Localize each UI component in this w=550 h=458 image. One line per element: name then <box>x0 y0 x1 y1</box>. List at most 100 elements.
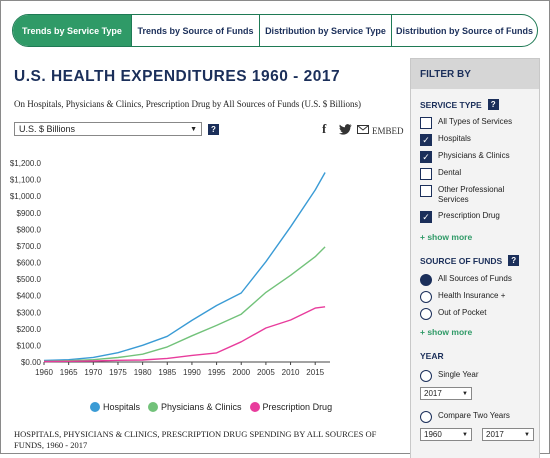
page-subtitle: On Hospitals, Physicians & Clinics, Pres… <box>14 99 362 109</box>
series-line-physicians <box>43 246 326 362</box>
legend-label: Hospitals <box>103 402 141 412</box>
show-more-service-link[interactable]: + show more <box>420 232 473 242</box>
option-health-insurance[interactable]: Health Insurance + <box>420 291 505 303</box>
year-heading: YEAR <box>420 351 444 361</box>
single-year-select[interactable]: 2017 ▼ <box>420 387 472 400</box>
chevron-down-icon: ▼ <box>524 431 530 438</box>
unit-select[interactable]: U.S. $ Billions ▼ <box>14 122 202 136</box>
option-all-sources[interactable]: All Sources of Funds <box>420 274 512 286</box>
y-tick-label: $100.0 <box>17 341 42 350</box>
checkbox-checked[interactable]: ✓ <box>420 134 432 146</box>
x-tick-label: 2015 <box>306 368 324 377</box>
x-tick-label: 1985 <box>158 368 176 377</box>
compare-from-value: 1960 <box>424 430 442 439</box>
view-tabs: Trends by Service Type Trends by Source … <box>12 14 538 47</box>
option-other-professional[interactable]: Other Professional Services <box>420 185 535 205</box>
tab-trends-by-source-of-funds[interactable]: Trends by Source of Funds <box>131 15 259 46</box>
option-label: Hospitals <box>438 134 471 143</box>
option-label: Other Professional Services <box>438 185 505 204</box>
y-tick-label: $1,100.0 <box>10 176 42 185</box>
compare-to-select[interactable]: 2017 ▼ <box>482 428 534 441</box>
option-label: Out of Pocket <box>438 308 487 317</box>
radio[interactable] <box>420 370 432 382</box>
x-tick-label: 1990 <box>183 368 201 377</box>
option-label: All Types of Services <box>438 117 513 126</box>
option-dental[interactable]: Dental <box>420 168 461 180</box>
filter-panel: FILTER BY SERVICE TYPE? All Types of Ser… <box>410 58 540 458</box>
option-label: All Sources of Funds <box>438 274 512 283</box>
y-tick-label: $800.0 <box>17 225 42 234</box>
series-line-drug <box>43 306 326 363</box>
checkbox[interactable] <box>420 117 432 129</box>
option-label: Single Year <box>438 370 479 379</box>
filter-header: FILTER BY <box>411 59 539 89</box>
compare-from-select[interactable]: 1960 ▼ <box>420 428 472 441</box>
option-label: Dental <box>438 168 462 177</box>
chevron-down-icon: ▼ <box>462 431 468 438</box>
y-tick-label: $1,000.0 <box>10 192 42 201</box>
embed-button[interactable]: EMBED <box>372 126 404 136</box>
help-icon[interactable]: ? <box>487 99 499 110</box>
option-label: Health Insurance + <box>438 291 506 300</box>
y-tick-label: $200.0 <box>17 325 42 334</box>
x-tick-label: 1965 <box>60 368 78 377</box>
checkbox-checked[interactable]: ✓ <box>420 211 432 223</box>
service-type-heading: SERVICE TYPE? <box>420 99 499 110</box>
option-all-types[interactable]: All Types of Services <box>420 117 512 129</box>
radio[interactable] <box>420 411 432 423</box>
x-tick-label: 1980 <box>134 368 152 377</box>
y-tick-label: $300.0 <box>17 308 42 317</box>
tab-distribution-by-service-type[interactable]: Distribution by Service Type <box>259 15 391 46</box>
chart-caption: HOSPITALS, PHYSICIANS & CLINICS, PRESCRI… <box>14 429 377 450</box>
help-icon[interactable]: ? <box>208 124 219 135</box>
radio[interactable] <box>420 308 432 320</box>
facebook-icon[interactable]: f <box>322 121 327 136</box>
show-more-source-link[interactable]: + show more <box>420 327 473 337</box>
option-physicians[interactable]: ✓ Physicians & Clinics <box>420 151 510 163</box>
legend-label: Physicians & Clinics <box>161 402 242 412</box>
option-out-of-pocket[interactable]: Out of Pocket <box>420 308 486 320</box>
source-label: SOURCE OF FUNDS <box>420 255 503 266</box>
twitter-icon[interactable] <box>339 124 352 138</box>
option-hospitals[interactable]: ✓ Hospitals <box>420 134 471 146</box>
radio-selected[interactable] <box>420 274 432 286</box>
checkbox[interactable] <box>420 185 432 197</box>
source-heading: SOURCE OF FUNDS? <box>420 255 520 266</box>
help-icon[interactable]: ? <box>508 255 520 266</box>
chevron-down-icon: ▼ <box>462 390 468 397</box>
radio[interactable] <box>420 291 432 303</box>
option-prescription-drug[interactable]: ✓ Prescription Drug <box>420 211 500 223</box>
checkbox[interactable] <box>420 168 432 180</box>
legend-item-physicians[interactable]: Physicians & Clinics <box>148 402 242 412</box>
tab-trends-by-service-type[interactable]: Trends by Service Type <box>13 15 131 46</box>
chevron-down-icon: ▼ <box>190 125 197 133</box>
y-tick-label: $900.0 <box>17 209 42 218</box>
option-label: Compare Two Years <box>438 411 510 420</box>
single-year-value: 2017 <box>424 389 442 398</box>
x-tick-label: 1995 <box>208 368 226 377</box>
checkbox-checked[interactable]: ✓ <box>420 151 432 163</box>
y-tick-label: $500.0 <box>17 275 42 284</box>
y-tick-label: $1,200.0 <box>10 159 42 168</box>
unit-select-value: U.S. $ Billions <box>19 124 76 134</box>
email-icon[interactable] <box>357 125 369 137</box>
legend-swatch <box>148 402 159 412</box>
option-label: Physicians & Clinics <box>438 151 510 160</box>
y-tick-label: $700.0 <box>17 242 42 251</box>
line-chart: $0.00 $100.0 $200.0 $300.0 $400.0 $500.0 $600.… <box>10 159 330 377</box>
tab-distribution-by-source-of-funds[interactable]: Distribution by Source of Funds <box>391 15 537 46</box>
legend-item-drug[interactable]: Prescription Drug <box>249 402 332 412</box>
y-tick-label: $0.00 <box>21 358 42 367</box>
x-tick-label: 1970 <box>84 368 102 377</box>
option-label: Prescription Drug <box>438 211 500 220</box>
option-compare-two-years[interactable]: Compare Two Years <box>420 411 510 423</box>
option-single-year[interactable]: Single Year <box>420 370 478 382</box>
x-tick-label: 1960 <box>35 368 53 377</box>
compare-to-value: 2017 <box>486 430 504 439</box>
series-line-hospitals <box>43 172 326 362</box>
legend-item-hospitals[interactable]: Hospitals <box>90 402 140 412</box>
legend-swatch <box>90 402 100 412</box>
legend-swatch <box>249 402 260 412</box>
x-tick-label: 2005 <box>257 368 275 377</box>
x-tick-label: 1975 <box>109 368 127 377</box>
